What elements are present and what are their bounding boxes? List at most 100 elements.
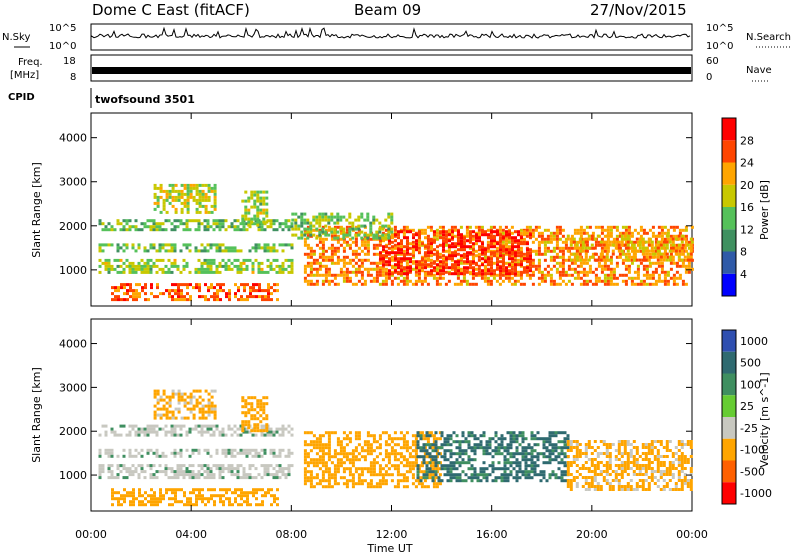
data-cell	[221, 451, 225, 455]
data-cell	[594, 273, 598, 277]
data-cell	[490, 269, 493, 273]
data-cell	[209, 267, 213, 271]
data-cell	[508, 245, 511, 249]
data-cell	[600, 279, 604, 283]
data-cell	[473, 446, 477, 450]
data-cell	[563, 452, 567, 456]
data-cell	[555, 231, 559, 235]
data-cell	[357, 476, 361, 480]
data-cell	[446, 449, 450, 453]
data-cell	[515, 464, 519, 468]
data-cell	[384, 224, 388, 228]
data-cell	[558, 273, 562, 277]
data-cell	[244, 211, 248, 215]
data-cell	[227, 246, 231, 250]
data-cell	[254, 448, 258, 452]
data-cell	[354, 252, 358, 256]
data-cell	[176, 476, 180, 480]
data-cell	[497, 476, 501, 480]
data-cell	[236, 433, 240, 437]
data-cell	[330, 485, 334, 489]
data-cell	[372, 470, 376, 474]
data-cell	[315, 476, 319, 480]
data-cell	[278, 476, 282, 480]
data-cell	[128, 261, 132, 265]
data-cell	[281, 430, 285, 434]
data-cell	[578, 252, 582, 256]
data-cell	[599, 440, 603, 443]
data-cell	[599, 488, 603, 491]
data-cell	[260, 225, 264, 229]
data-cell	[552, 255, 556, 259]
data-cell	[660, 246, 664, 250]
data-cell	[158, 427, 162, 431]
data-cell	[275, 430, 279, 434]
data-cell	[324, 485, 328, 489]
data-cell	[179, 448, 183, 452]
data-cell	[543, 258, 547, 262]
data-cell	[194, 267, 198, 271]
data-cell	[189, 189, 193, 193]
data-cell	[411, 246, 415, 250]
data-cell	[495, 246, 499, 250]
data-cell	[168, 195, 172, 199]
data-cell	[546, 246, 550, 250]
data-cell	[119, 222, 123, 226]
data-cell	[450, 237, 454, 241]
data-cell	[287, 270, 291, 274]
data-cell	[372, 218, 376, 222]
data-cell	[372, 276, 376, 280]
data-cell	[177, 398, 181, 402]
data-cell	[180, 195, 184, 199]
cpid-value: twofsound 3501	[95, 93, 195, 106]
data-cell	[241, 405, 245, 409]
data-cell	[526, 254, 529, 258]
data-cell	[548, 437, 552, 441]
data-cell	[179, 464, 183, 468]
data-cell	[207, 298, 210, 302]
data-cell	[345, 225, 349, 229]
data-cell	[185, 246, 189, 250]
data-cell	[140, 228, 144, 232]
data-cell	[173, 258, 177, 262]
data-cell	[575, 458, 579, 461]
data-cell	[210, 407, 214, 411]
data-cell	[521, 449, 525, 453]
data-cell	[663, 237, 667, 241]
data-cell	[548, 461, 552, 465]
data-cell	[587, 470, 591, 473]
data-cell	[244, 214, 248, 218]
data-cell	[224, 448, 228, 452]
data-cell	[678, 231, 682, 235]
data-cell	[236, 270, 240, 274]
data-cell	[378, 470, 382, 474]
data-cell	[200, 243, 204, 247]
data-cell	[98, 270, 102, 274]
data-cell	[481, 257, 484, 261]
data-cell	[247, 211, 251, 215]
data-cell	[432, 240, 436, 244]
data-cell	[573, 246, 577, 250]
data-cell	[170, 261, 174, 265]
data-cell	[300, 212, 304, 216]
data-cell	[168, 183, 172, 187]
data-cell	[146, 264, 150, 268]
data-cell	[269, 225, 273, 229]
data-cell	[498, 255, 502, 259]
data-cell	[149, 473, 153, 477]
data-cell	[290, 258, 294, 262]
data-cell	[684, 270, 688, 274]
data-cell	[543, 273, 547, 277]
data-cell	[439, 230, 442, 234]
data-cell	[207, 186, 211, 190]
data-cell	[500, 434, 504, 438]
data-cell	[569, 240, 573, 244]
data-cell	[434, 446, 438, 450]
data-cell	[657, 264, 661, 268]
nsearch-tick-bottom: 10^0	[706, 41, 733, 52]
data-cell	[215, 249, 219, 253]
data-cell	[387, 461, 391, 465]
data-cell	[435, 279, 439, 283]
data-cell	[165, 488, 168, 492]
data-cell	[621, 279, 625, 283]
